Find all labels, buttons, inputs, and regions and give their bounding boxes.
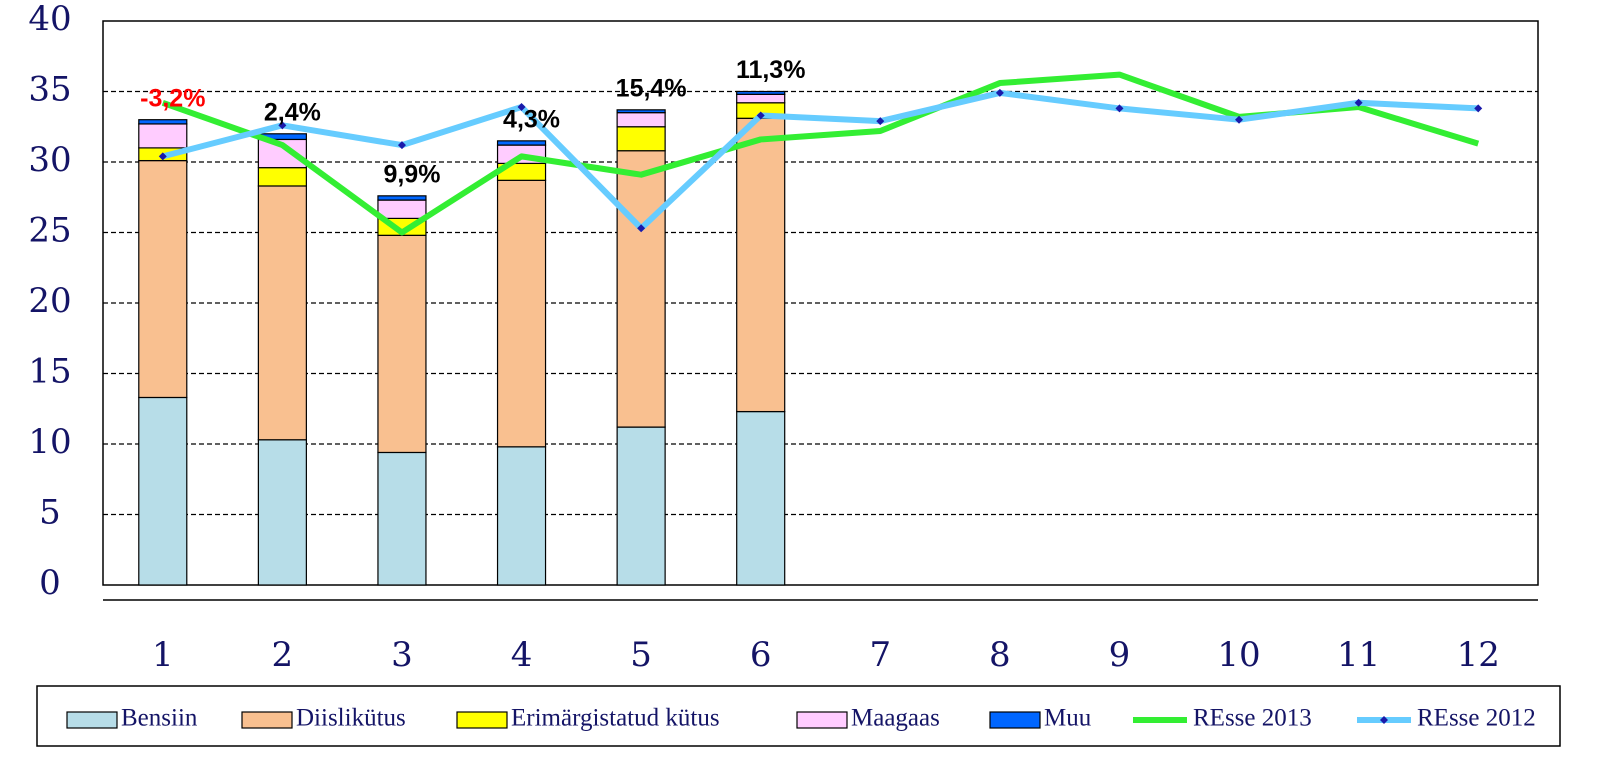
x-tick-label: 7	[869, 635, 891, 675]
bar-segment	[496, 179, 547, 448]
bar-segment	[496, 140, 547, 146]
legend-swatch	[796, 711, 848, 729]
legend-label: Diislikütus	[296, 705, 406, 732]
legend-label: Bensiin	[121, 705, 198, 732]
x-tick-label: 8	[989, 635, 1011, 675]
x-tick-label: 11	[1337, 635, 1380, 675]
line-marker	[1354, 98, 1363, 107]
line-marker	[278, 121, 287, 130]
legend-label: REsse 2013	[1193, 705, 1312, 732]
bar-segment	[138, 396, 188, 586]
legend-label: Maagaas	[851, 705, 940, 732]
bar-segment	[616, 109, 666, 114]
legend-swatch	[66, 711, 118, 729]
bar-segment	[257, 439, 307, 586]
y-tick-label: 5	[39, 493, 61, 533]
annotation: -3,2%	[140, 84, 205, 112]
annotation: 2,4%	[264, 98, 321, 126]
plot-border	[102, 20, 1539, 586]
annotation: 4,3%	[503, 105, 560, 133]
x-tick-label: 3	[391, 635, 413, 675]
bar-segment	[138, 159, 188, 399]
y-tick-label: 40	[28, 0, 71, 39]
line-marker	[1115, 104, 1124, 113]
line-marker	[397, 141, 406, 150]
bar-segment	[377, 199, 427, 220]
line-marker	[517, 103, 526, 112]
y-tick-label: 25	[28, 211, 71, 251]
x-tick-label: 12	[1457, 635, 1500, 675]
legend-swatch	[241, 711, 293, 729]
y-tick-label: 20	[28, 281, 71, 321]
bar-segment	[616, 126, 666, 152]
y-tick-label: 15	[28, 352, 71, 392]
legend-swatch	[456, 711, 508, 729]
bar-segment	[736, 90, 786, 95]
line-marker	[637, 224, 646, 233]
x-tick-label: 1	[152, 635, 174, 675]
bar-segment	[616, 426, 666, 586]
line	[161, 71, 1480, 236]
line-marker	[1235, 115, 1244, 124]
legend-label: REsse 2012	[1417, 705, 1536, 732]
bar-segment	[736, 117, 786, 413]
line-marker	[876, 117, 885, 126]
x-tick-label: 2	[272, 635, 294, 675]
legend-box	[36, 685, 1561, 747]
bar-segment	[257, 167, 307, 187]
line-marker	[1474, 104, 1483, 113]
line-marker	[756, 111, 765, 120]
x-tick-label: 9	[1109, 635, 1131, 675]
line	[162, 89, 1479, 232]
bar-segment	[377, 234, 427, 454]
line-marker	[995, 88, 1004, 97]
x-tick-label: 4	[511, 635, 533, 675]
line-marker	[158, 152, 167, 161]
x-tick-label: 5	[630, 635, 652, 675]
bar-segment	[496, 446, 547, 586]
legend-marker	[1380, 716, 1388, 724]
x-tick-label: 6	[750, 635, 772, 675]
bar-segment	[736, 410, 786, 586]
annotation: 9,9%	[383, 160, 440, 188]
legend-label: Erimärgistatud kütus	[511, 705, 720, 732]
y-tick-label: 35	[28, 70, 71, 110]
bar-segment	[138, 123, 188, 149]
annotation: 15,4%	[616, 74, 687, 102]
legend-label: Muu	[1044, 705, 1092, 732]
bar-segment	[736, 93, 786, 104]
y-tick-label: 0	[39, 563, 61, 603]
y-tick-label: 10	[28, 422, 71, 462]
y-tick-label: 30	[28, 140, 71, 180]
bar-segment	[377, 451, 427, 586]
bar-segment	[616, 112, 666, 128]
bar-segment	[377, 195, 427, 201]
bar-segment	[616, 150, 666, 428]
bar-segment	[138, 119, 188, 125]
x-tick-label: 10	[1217, 635, 1260, 675]
bar-segment	[257, 185, 307, 441]
annotation: 11,3%	[736, 56, 806, 84]
legend-swatch	[989, 711, 1041, 729]
